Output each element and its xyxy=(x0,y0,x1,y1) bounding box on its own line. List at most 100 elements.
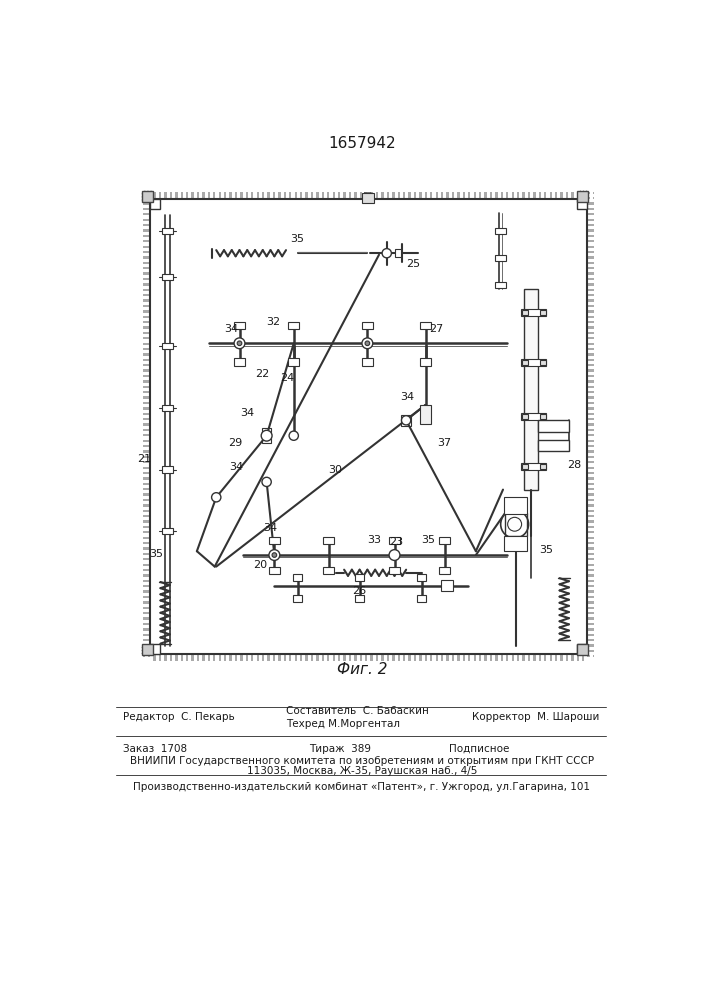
Bar xyxy=(144,523,150,526)
Bar xyxy=(144,329,150,332)
Bar xyxy=(486,654,490,661)
Bar xyxy=(588,286,594,289)
Bar xyxy=(144,410,150,413)
Bar xyxy=(588,253,594,256)
Bar xyxy=(151,199,587,654)
Bar xyxy=(416,654,419,661)
Bar xyxy=(144,275,150,278)
Bar xyxy=(588,625,594,628)
Bar xyxy=(521,309,546,316)
Bar xyxy=(552,654,555,661)
Bar xyxy=(262,428,271,443)
Bar xyxy=(588,490,594,493)
Bar xyxy=(144,496,150,499)
Bar xyxy=(588,323,594,326)
Bar xyxy=(438,654,441,661)
Bar xyxy=(588,275,594,278)
Bar xyxy=(144,463,150,466)
Bar xyxy=(519,192,522,199)
Bar xyxy=(355,595,364,602)
Bar xyxy=(568,654,571,661)
Bar xyxy=(151,199,160,209)
Bar xyxy=(144,242,150,246)
Bar xyxy=(144,485,150,488)
Bar xyxy=(144,318,150,321)
Bar xyxy=(588,199,594,202)
Bar xyxy=(142,191,153,202)
Bar xyxy=(144,442,150,445)
Bar xyxy=(411,192,414,199)
Bar xyxy=(319,654,322,661)
Bar xyxy=(588,318,594,321)
Bar xyxy=(368,192,370,199)
Bar xyxy=(588,442,594,445)
Bar xyxy=(362,192,365,199)
Bar xyxy=(405,654,409,661)
Bar xyxy=(378,654,381,661)
Text: Составитель  С. Бабаскин: Составитель С. Бабаскин xyxy=(286,706,429,716)
Bar xyxy=(588,226,594,229)
Circle shape xyxy=(237,341,242,346)
Bar xyxy=(232,192,235,199)
Text: 34: 34 xyxy=(400,392,414,402)
Bar xyxy=(144,436,150,440)
Text: 25: 25 xyxy=(406,259,420,269)
Bar xyxy=(588,469,594,472)
Bar xyxy=(440,567,450,574)
Bar xyxy=(144,566,150,569)
Bar xyxy=(362,322,373,329)
Bar xyxy=(210,654,213,661)
Bar xyxy=(588,280,594,283)
Bar xyxy=(522,464,528,469)
Bar xyxy=(319,192,322,199)
Bar xyxy=(588,210,594,213)
Bar xyxy=(162,343,173,349)
Bar xyxy=(454,192,457,199)
Bar xyxy=(540,464,547,469)
Bar xyxy=(172,654,175,661)
Bar xyxy=(162,228,173,234)
Text: 23: 23 xyxy=(389,537,403,547)
Bar xyxy=(243,654,246,661)
Bar xyxy=(530,192,533,199)
Bar xyxy=(144,533,150,537)
Bar xyxy=(177,654,180,661)
Bar xyxy=(563,654,566,661)
Bar xyxy=(303,654,305,661)
Bar xyxy=(335,654,338,661)
Bar xyxy=(151,644,160,654)
Bar xyxy=(476,192,479,199)
Bar xyxy=(288,322,299,329)
Text: 35: 35 xyxy=(539,545,554,555)
Bar xyxy=(547,654,549,661)
Bar xyxy=(504,536,527,551)
Bar xyxy=(275,192,279,199)
Bar xyxy=(588,205,594,208)
Bar xyxy=(351,192,354,199)
Bar xyxy=(588,259,594,262)
Bar xyxy=(144,480,150,483)
Bar xyxy=(440,537,450,544)
Bar xyxy=(522,310,528,315)
Bar xyxy=(588,339,594,343)
Bar xyxy=(492,192,495,199)
Text: 21: 21 xyxy=(137,454,151,464)
Bar xyxy=(161,192,164,199)
Bar xyxy=(441,580,453,591)
Circle shape xyxy=(269,550,280,560)
Bar xyxy=(234,322,245,329)
Bar xyxy=(144,501,150,504)
Bar xyxy=(144,399,150,402)
Bar xyxy=(389,192,392,199)
Bar xyxy=(519,654,522,661)
Bar xyxy=(324,192,327,199)
Bar xyxy=(578,191,588,202)
Bar xyxy=(590,192,593,199)
Bar xyxy=(588,248,594,251)
Bar xyxy=(588,609,594,612)
Text: Фиг. 2: Фиг. 2 xyxy=(337,662,387,677)
Bar xyxy=(270,654,273,661)
Bar xyxy=(585,654,588,661)
Bar xyxy=(521,463,546,470)
Bar xyxy=(351,654,354,661)
